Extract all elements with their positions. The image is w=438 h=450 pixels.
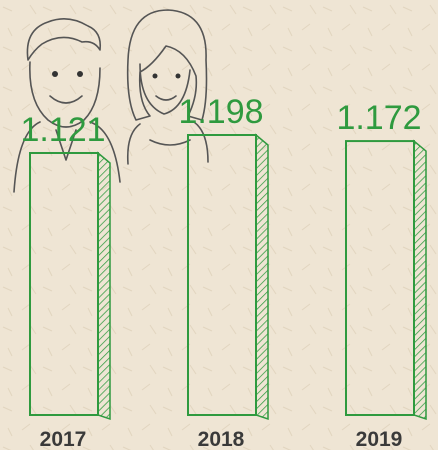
bar-side <box>256 135 268 419</box>
background <box>0 0 438 450</box>
bar-side <box>414 141 426 419</box>
x-tick-label: 2018 <box>198 428 245 450</box>
value-label: 1.121 <box>20 111 105 149</box>
chart: 1.121 2017 1.198 2018 1.172 2019 <box>0 0 438 450</box>
x-tick-label: 2019 <box>356 428 403 450</box>
value-label: 1.198 <box>178 93 263 131</box>
value-label: 1.172 <box>336 99 421 137</box>
x-tick-label: 2017 <box>40 428 87 450</box>
bar-side <box>98 153 110 419</box>
